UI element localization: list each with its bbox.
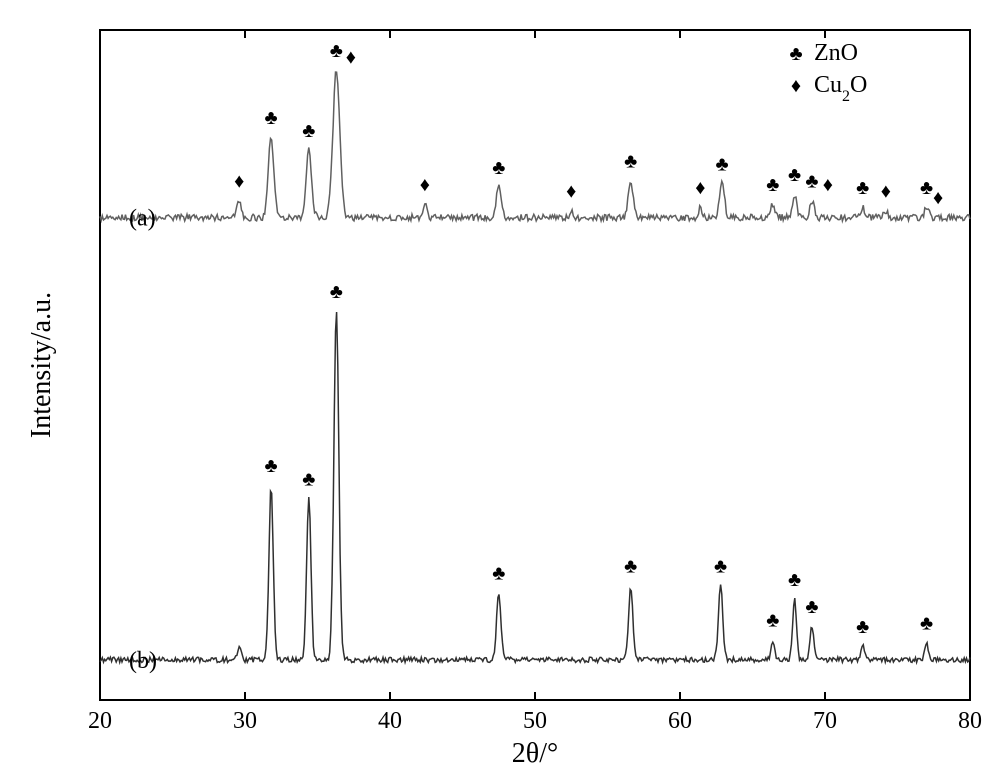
legend-item-label: ZnO: [814, 40, 858, 66]
diamond-marker-icon: ♦: [420, 174, 430, 196]
diamond-marker-icon: ♦: [933, 187, 943, 209]
club-marker-icon: ♣: [856, 177, 869, 199]
club-marker-icon: ♣: [714, 556, 727, 578]
club-marker-icon: ♣: [766, 609, 779, 631]
club-marker-icon: ♣: [766, 174, 779, 196]
x-tick-label: 80: [958, 708, 982, 734]
xrd-trace-b: [100, 312, 970, 663]
diamond-marker-icon: ♦: [566, 181, 576, 203]
trace-b-label: (b): [129, 648, 157, 674]
x-tick-label: 30: [233, 708, 257, 734]
club-marker-icon: ♣: [805, 596, 818, 618]
club-marker-icon: ♣: [492, 157, 505, 179]
chart-svg: 203040506070802θ/°Intensity/a.u.♣♣♣♣♣♣♣♣…: [0, 0, 1000, 779]
diamond-marker-icon: ♦: [346, 47, 356, 69]
club-marker-icon: ♣: [715, 154, 728, 176]
x-tick-label: 60: [668, 708, 692, 734]
diamond-marker-icon: ♦: [695, 177, 705, 199]
club-marker-icon: ♣: [788, 164, 801, 186]
diamond-marker-icon: ♦: [823, 174, 833, 196]
x-axis-label: 2θ/°: [512, 738, 558, 769]
club-marker-icon: ♣: [492, 562, 505, 584]
club-marker-icon: ♣: [330, 40, 343, 62]
club-marker-icon: ♣: [920, 177, 933, 199]
legend-item-label: Cu2O: [814, 72, 867, 105]
club-marker-icon: ♣: [624, 150, 637, 172]
x-tick-label: 40: [378, 708, 402, 734]
club-marker-icon: ♣: [302, 120, 315, 142]
club-marker-icon: ♣: [624, 556, 637, 578]
y-axis-label: Intensity/a.u.: [26, 292, 57, 438]
x-tick-label: 70: [813, 708, 837, 734]
club-marker-icon: ♣: [788, 569, 801, 591]
club-marker-icon: ♣: [920, 613, 933, 635]
club-marker-icon: ♣: [856, 616, 869, 638]
trace-a-label: (a): [129, 206, 156, 232]
club-marker-icon: ♣: [805, 170, 818, 192]
diamond-marker-icon: ♦: [234, 170, 244, 192]
xrd-chart: 203040506070802θ/°Intensity/a.u.♣♣♣♣♣♣♣♣…: [0, 0, 1000, 779]
club-marker-icon: ♣: [265, 107, 278, 129]
diamond-marker-icon: ♦: [881, 181, 891, 203]
x-tick-label: 50: [523, 708, 547, 734]
plot-border: [100, 30, 970, 700]
club-marker-icon: ♣: [330, 281, 343, 303]
x-tick-label: 20: [88, 708, 112, 734]
club-marker-icon: ♣: [265, 455, 278, 477]
club-marker-icon: ♣: [302, 469, 315, 491]
legend-diamond-icon: ♦: [791, 75, 801, 97]
legend-club-icon: ♣: [789, 43, 802, 65]
